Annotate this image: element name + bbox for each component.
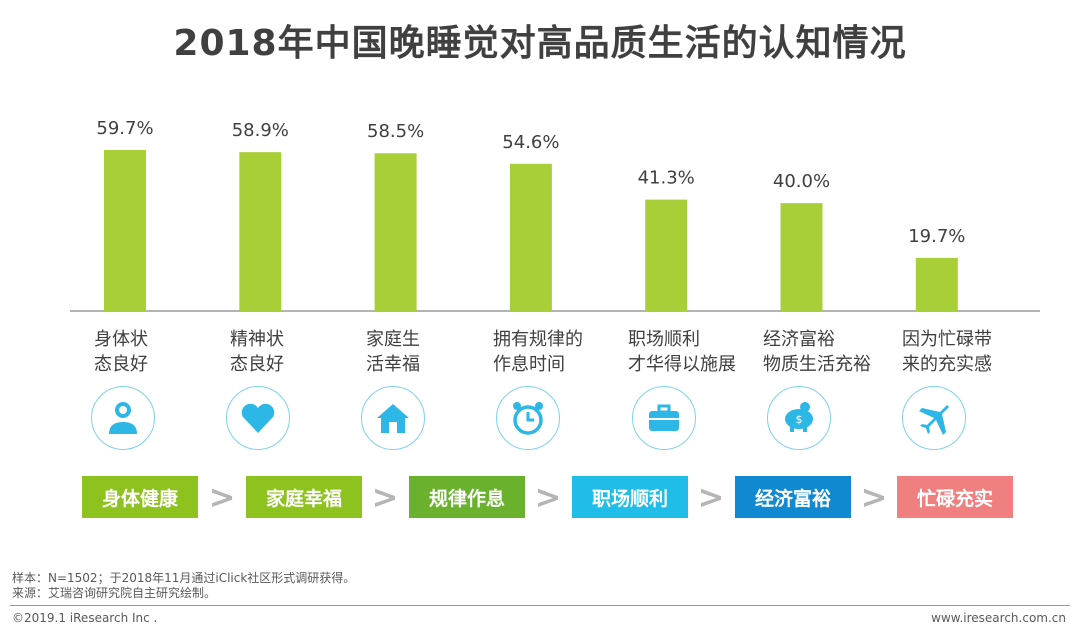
- bar: [239, 152, 282, 311]
- stage-box: 经济富裕: [735, 476, 851, 518]
- bar-value-label: 19.7%: [908, 226, 965, 247]
- bar: [509, 163, 552, 311]
- bar-value-label: 59.7%: [96, 118, 153, 139]
- bar: [104, 150, 146, 311]
- bar: [645, 199, 688, 311]
- bar: [780, 203, 823, 311]
- copyright: ©2019.1 iResearch Inc .: [12, 611, 158, 625]
- alarm-clock-icon: [496, 386, 560, 450]
- stage-arrow: >: [208, 478, 236, 516]
- people-icon: [91, 386, 155, 450]
- bar-chart: 59.7% 58.9% 58.5% 54.6% 41.3% 40.0% 19.7%: [70, 118, 1040, 312]
- stage-box: 规律作息: [409, 476, 525, 518]
- piggy-bank-icon: $: [767, 386, 831, 450]
- stage-box: 家庭幸福: [246, 476, 362, 518]
- sample-note: 样本：N=1502；于2018年11月通过iClick社区形式调研获得。: [12, 571, 356, 585]
- stage-arrow: >: [371, 478, 399, 516]
- category-label: 职场顺利 才华得以施展: [628, 329, 736, 375]
- bar-value-label: 58.9%: [232, 120, 289, 141]
- website: www.iresearch.com.cn: [931, 611, 1066, 625]
- heart-icon: [226, 386, 290, 450]
- bar-value-label: 58.5%: [367, 121, 424, 142]
- stage-arrow: >: [534, 478, 562, 516]
- category-label: 家庭生 活幸福: [366, 329, 420, 375]
- bar-value-label: 40.0%: [773, 171, 830, 192]
- category-label: 身体状 态良好: [94, 329, 148, 375]
- stage-box: 忙碌充实: [897, 476, 1013, 518]
- stage-arrow: >: [860, 478, 888, 516]
- category-label: 经济富裕 物质生活充裕: [763, 329, 871, 375]
- house-icon: [361, 386, 425, 450]
- stage-box: 身体健康: [82, 476, 198, 518]
- bar: [374, 153, 417, 311]
- chart-title: 2018年中国晚睡觉对高品质生活的认知情况: [173, 23, 907, 64]
- bar: [915, 257, 958, 311]
- svg-text:$: $: [796, 413, 803, 426]
- category-label: 精神状 态良好: [230, 329, 284, 375]
- airplane-icon: [902, 386, 966, 450]
- stage-box: 职场顺利: [572, 476, 688, 518]
- briefcase-icon: [632, 386, 696, 450]
- bar-value-label: 54.6%: [502, 132, 559, 153]
- category-label: 因为忙碌带 来的充实感: [902, 329, 992, 375]
- category-label: 拥有规律的 作息时间: [493, 329, 583, 375]
- footer-divider: [10, 605, 1070, 606]
- bar-value-label: 41.3%: [638, 168, 695, 189]
- stage-arrow: >: [697, 478, 725, 516]
- source-note: 来源：艾瑞咨询研究院自主研究绘制。: [12, 586, 217, 600]
